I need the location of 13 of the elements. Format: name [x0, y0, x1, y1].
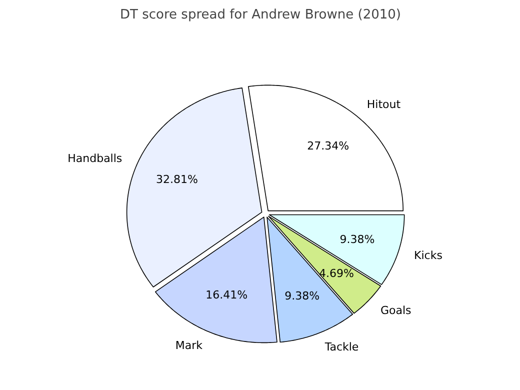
slice-label: Hitout — [366, 98, 402, 111]
slice-label: Goals — [380, 304, 412, 318]
data-label: 16.41% — [206, 288, 248, 302]
data-label: 4.69% — [318, 267, 354, 280]
data-label: 9.38% — [340, 233, 375, 246]
slice-label: Mark — [175, 339, 204, 352]
slice-label: Tackle — [324, 340, 359, 354]
data-label: 27.34% — [307, 140, 350, 153]
slice-label: Handballs — [68, 152, 122, 165]
slice-label: Kicks — [414, 249, 443, 262]
data-label: 32.81% — [156, 172, 198, 186]
chart-title: DT score spread for Andrew Browne (2010) — [120, 8, 401, 22]
data-label: 9.38% — [284, 290, 320, 303]
